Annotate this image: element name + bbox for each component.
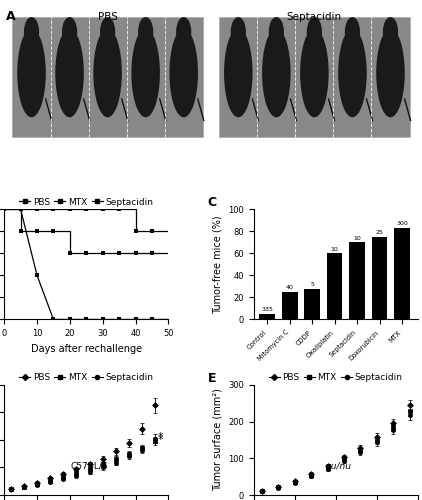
Ellipse shape bbox=[24, 17, 39, 47]
Bar bbox=[372, 237, 387, 320]
Ellipse shape bbox=[62, 17, 77, 47]
FancyArrowPatch shape bbox=[160, 99, 166, 121]
FancyArrowPatch shape bbox=[290, 99, 297, 121]
FancyArrowPatch shape bbox=[198, 99, 204, 121]
Ellipse shape bbox=[138, 17, 153, 47]
Ellipse shape bbox=[300, 28, 329, 118]
Text: *: * bbox=[158, 432, 163, 442]
Ellipse shape bbox=[55, 28, 84, 118]
Text: A: A bbox=[6, 10, 16, 23]
Ellipse shape bbox=[376, 28, 405, 118]
FancyArrowPatch shape bbox=[328, 99, 335, 121]
FancyArrowPatch shape bbox=[84, 99, 90, 121]
Ellipse shape bbox=[93, 28, 122, 118]
Ellipse shape bbox=[17, 28, 46, 118]
Ellipse shape bbox=[262, 28, 291, 118]
Bar bbox=[13, 17, 203, 137]
Text: PBS: PBS bbox=[97, 12, 118, 22]
FancyArrowPatch shape bbox=[366, 99, 373, 121]
Legend: PBS, MTX, Septacidin: PBS, MTX, Septacidin bbox=[265, 370, 406, 386]
Text: nu/nu: nu/nu bbox=[326, 462, 352, 471]
Text: C57BL/6: C57BL/6 bbox=[71, 462, 108, 471]
Ellipse shape bbox=[176, 17, 191, 47]
Ellipse shape bbox=[224, 28, 252, 118]
Text: 10: 10 bbox=[331, 246, 338, 252]
Text: 10: 10 bbox=[353, 236, 361, 240]
FancyArrowPatch shape bbox=[405, 99, 411, 121]
Bar bbox=[394, 228, 410, 320]
Legend: PBS, MTX, Septacidin: PBS, MTX, Septacidin bbox=[16, 194, 157, 210]
Legend: PBS, MTX, Septacidin: PBS, MTX, Septacidin bbox=[16, 370, 157, 386]
Text: 335: 335 bbox=[261, 308, 273, 312]
Bar bbox=[349, 242, 365, 320]
Ellipse shape bbox=[345, 17, 360, 47]
Y-axis label: Tumor surface (mm²): Tumor surface (mm²) bbox=[213, 388, 222, 492]
Text: E: E bbox=[208, 372, 216, 384]
Ellipse shape bbox=[231, 17, 246, 47]
FancyArrowPatch shape bbox=[252, 99, 258, 121]
Y-axis label: Tumor-free mice (%): Tumor-free mice (%) bbox=[213, 215, 223, 314]
Text: 5: 5 bbox=[310, 282, 314, 287]
Bar bbox=[327, 254, 343, 320]
Ellipse shape bbox=[269, 17, 284, 47]
Text: 40: 40 bbox=[286, 286, 294, 290]
Bar bbox=[304, 288, 320, 320]
Text: *: * bbox=[158, 435, 163, 445]
Ellipse shape bbox=[100, 17, 115, 47]
Ellipse shape bbox=[170, 28, 198, 118]
X-axis label: Days after rechallenge: Days after rechallenge bbox=[31, 344, 142, 353]
Text: C: C bbox=[208, 196, 217, 209]
Bar bbox=[282, 292, 298, 320]
Text: Septacidin: Septacidin bbox=[287, 12, 342, 22]
Ellipse shape bbox=[307, 17, 322, 47]
Ellipse shape bbox=[383, 17, 398, 47]
Ellipse shape bbox=[338, 28, 367, 118]
Bar bbox=[259, 314, 275, 320]
Ellipse shape bbox=[131, 28, 160, 118]
FancyArrowPatch shape bbox=[122, 99, 128, 121]
FancyArrowPatch shape bbox=[46, 99, 51, 121]
Bar bbox=[219, 17, 409, 137]
Text: 25: 25 bbox=[376, 230, 384, 235]
Text: 300: 300 bbox=[396, 222, 408, 226]
